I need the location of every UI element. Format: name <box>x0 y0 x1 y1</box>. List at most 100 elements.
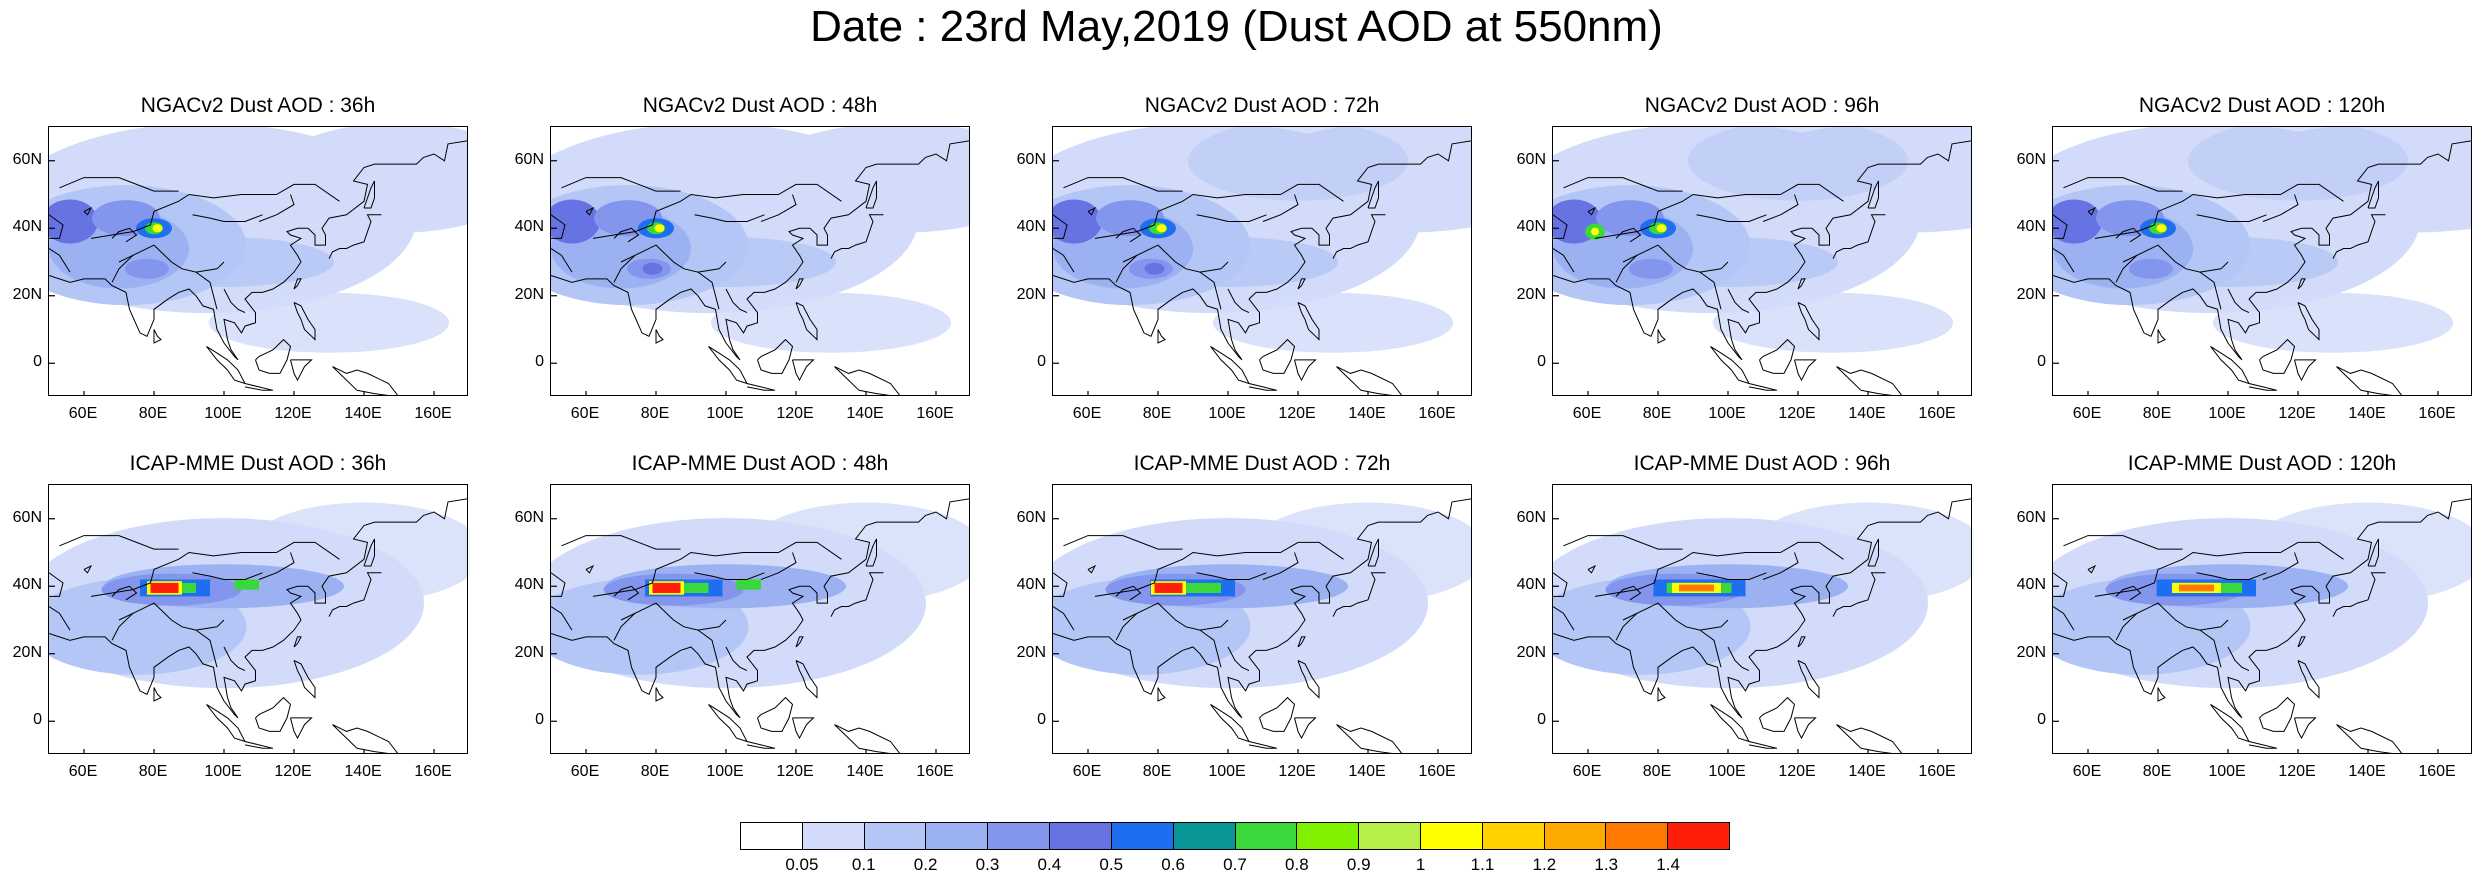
coastline <box>258 552 295 580</box>
colorbar-label: 0.1 <box>851 855 876 874</box>
coastline <box>2053 606 2075 631</box>
coastline <box>1053 606 1075 631</box>
aod-cell <box>652 582 681 593</box>
coastline <box>746 741 776 749</box>
coastline <box>613 227 640 243</box>
coastline <box>551 140 969 361</box>
coastline <box>332 366 399 395</box>
coastline <box>2053 214 2068 239</box>
coastline <box>760 552 797 580</box>
coastline <box>2199 629 2222 668</box>
coastline <box>1563 535 1683 550</box>
colorbar-swatch <box>988 823 1051 849</box>
colorbar-swatch <box>1482 823 1545 849</box>
coastline <box>1553 214 1568 239</box>
aod-field <box>1656 224 1667 233</box>
coastline <box>2210 345 2251 385</box>
panel-title: NGACv2 Dust AOD : 72h <box>1144 94 1380 117</box>
coastline <box>223 288 246 314</box>
panel-title: NGACv2 Dust AOD : 96h <box>1644 94 1880 117</box>
x-tick-label: 60E <box>1072 405 1102 422</box>
x-tick-label: 100E <box>1708 763 1746 780</box>
aod-field <box>711 292 951 353</box>
coastline <box>2210 703 2251 743</box>
coastline <box>118 602 225 631</box>
coastline <box>2122 244 2229 273</box>
y-tick-label: 0 <box>1037 353 1046 371</box>
y-tick-label: 0 <box>1537 711 1546 729</box>
colorbar-swatch <box>1111 823 1174 849</box>
coastline <box>1336 366 1403 395</box>
coastline <box>1696 214 1767 222</box>
coastline <box>2294 359 2317 382</box>
colorbar-swatch <box>802 823 865 849</box>
coastline <box>1710 345 1751 385</box>
map-plot <box>1553 127 1971 395</box>
aod-field <box>1156 224 1167 233</box>
coastline <box>2248 383 2278 391</box>
coastline <box>192 214 263 222</box>
coastline <box>2297 278 2306 290</box>
coastline <box>111 585 138 601</box>
coastline <box>613 585 640 601</box>
coastline <box>708 703 749 743</box>
aod-field <box>152 224 163 233</box>
panel-title: ICAP-MME Dust AOD : 48h <box>631 452 889 475</box>
coastline <box>620 602 727 631</box>
coastline <box>1794 717 1817 740</box>
x-tick-label: 160E <box>414 763 452 780</box>
coastline <box>2367 180 2379 209</box>
colorbar-swatch <box>1173 823 1236 849</box>
coastline <box>83 206 93 216</box>
x-tick-label: 120E <box>274 763 312 780</box>
coastline <box>1210 703 1251 743</box>
coastline <box>865 538 877 567</box>
coastline <box>2053 248 2075 273</box>
x-tick-label: 120E <box>2278 405 2316 422</box>
x-tick-label: 160E <box>916 763 954 780</box>
x-tick-label: 80E <box>2142 763 2172 780</box>
coastline <box>1699 629 1722 668</box>
x-tick-label: 60E <box>68 763 98 780</box>
coastline <box>792 717 815 740</box>
x-tick-label: 140E <box>344 405 382 422</box>
coastline <box>332 724 399 753</box>
coastline <box>293 660 316 699</box>
coastline <box>1248 741 1278 749</box>
y-tick-label: 40N <box>1016 576 1046 594</box>
coastline <box>244 383 274 391</box>
coastline <box>551 572 566 597</box>
coastline <box>363 538 375 567</box>
coastline <box>2196 214 2267 222</box>
coastline <box>1797 636 1806 648</box>
panel-title: ICAP-MME Dust AOD : 36h <box>129 452 387 475</box>
coastline <box>1657 687 1666 702</box>
coastline <box>255 696 292 732</box>
colorbar-swatch <box>1544 823 1607 849</box>
x-tick-label: 80E <box>2142 405 2172 422</box>
x-tick-label: 160E <box>1418 763 1456 780</box>
panel-title: ICAP-MME Dust AOD : 72h <box>1133 452 1391 475</box>
y-tick-label: 0 <box>2037 711 2046 729</box>
y-tick-label: 40N <box>12 218 42 236</box>
y-tick-label: 60N <box>1016 508 1046 526</box>
colorbar-swatch <box>1606 823 1669 849</box>
coastline <box>111 227 138 243</box>
colorbar-label: 0.8 <box>1285 855 1309 874</box>
coastline <box>118 244 225 273</box>
coastline <box>2332 214 2386 259</box>
coastline <box>1115 227 1142 243</box>
coastline <box>1259 338 1296 374</box>
coastline <box>2336 366 2403 395</box>
y-tick-label: 60N <box>1516 508 1546 526</box>
colorbar-swatch <box>1235 823 1298 849</box>
coastline <box>192 572 263 580</box>
coastline <box>1297 302 1320 341</box>
coastline <box>2053 140 2471 361</box>
panel-title: ICAP-MME Dust AOD : 120h <box>2127 452 2397 475</box>
page-title: Date : 23rd May,2019 (Dust AOD at 550nm) <box>810 2 1663 51</box>
aod-field <box>2129 258 2173 279</box>
y-tick-label: 0 <box>1037 711 1046 729</box>
coastline <box>585 564 595 574</box>
x-tick-label: 100E <box>204 405 242 422</box>
